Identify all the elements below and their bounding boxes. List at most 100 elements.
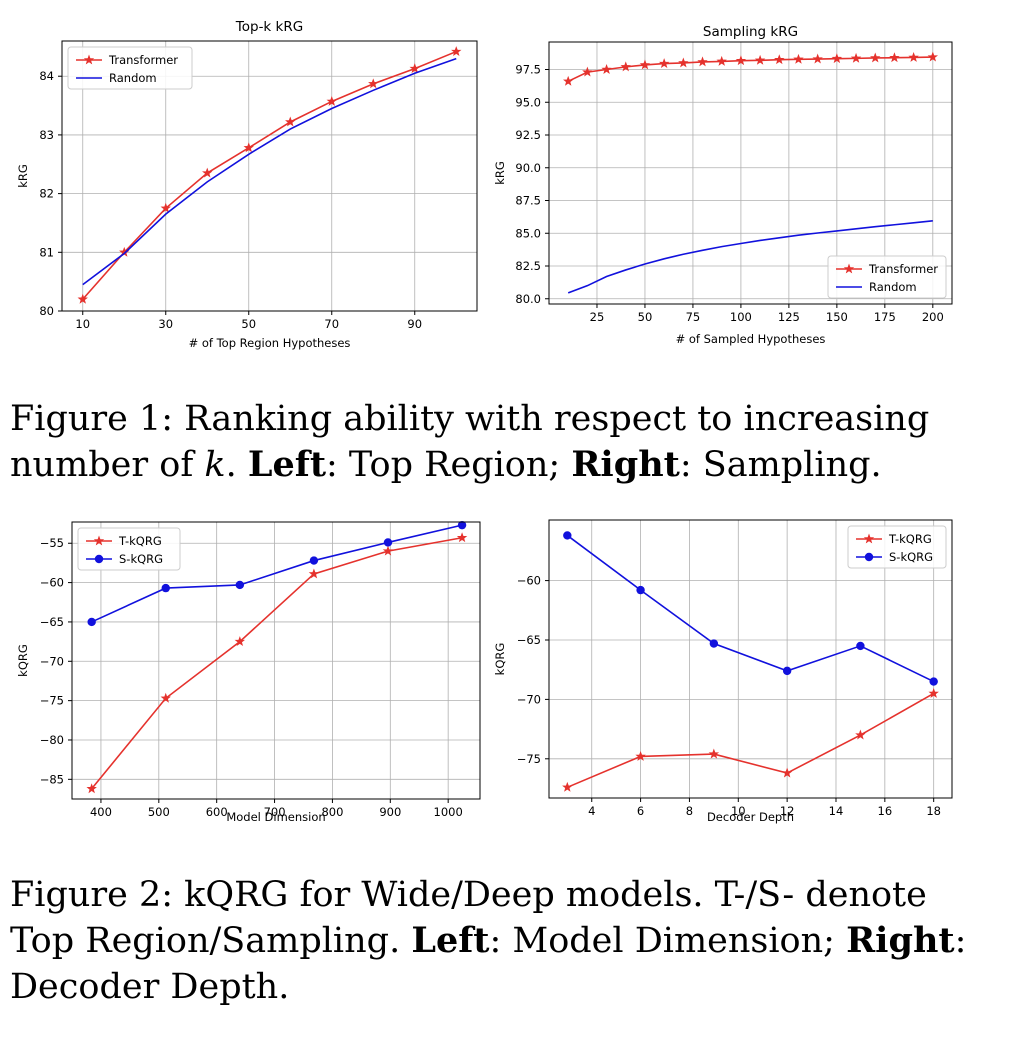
sampling-krg-svg: 25 50 75 100 125 150 175 200 80.0 82.5 85.0 87.5 90.… [493, 24, 953, 346]
data-point [889, 52, 900, 63]
plot-frame [61, 40, 478, 312]
data-point [243, 142, 254, 153]
y-tick-label: −60 [517, 574, 541, 588]
legend-label: T-kQRG [888, 532, 932, 546]
data-point [563, 531, 572, 540]
x-axis-label: # of Top Region Hypotheses [189, 336, 351, 350]
data-point [160, 692, 171, 703]
legend-swatch-marker [863, 533, 875, 544]
fig2-caption-right-label: Right [846, 920, 955, 961]
x-tick-label: 10 [75, 317, 90, 331]
fig1-caption-dot: . [225, 445, 248, 485]
data-point [812, 53, 823, 64]
figure-2-caption: Figure 2: kQRG for Wide/Deep models. T-/… [10, 872, 1000, 1010]
y-tick-label: 85.0 [515, 226, 541, 240]
legend-label: T-kQRG [118, 534, 162, 548]
series-0 [86, 532, 468, 794]
data-point [234, 636, 246, 647]
data-point [326, 95, 337, 106]
decoder-depth-svg: 4 6 8 10 12 14 16 18 −75 −70 −65 −60 Decoder Depth kQ… [493, 519, 953, 824]
x-tick-label: 600 [206, 805, 228, 819]
y-tick-label: 87.5 [515, 194, 541, 208]
y-tick-label: −60 [40, 576, 64, 590]
fig2-caption-left-label: Left [411, 920, 490, 961]
data-point [929, 677, 938, 686]
data-point [774, 54, 785, 65]
legend-swatch-marker [864, 552, 874, 562]
plot-frame [71, 521, 481, 800]
chart-topk-krg: 10 30 50 70 90 80 81 82 83 84 Top-k kRG # of Top Re… [0, 0, 500, 360]
data-point [639, 59, 651, 70]
series-0 [562, 687, 939, 792]
y-tick-label: 95.0 [515, 95, 541, 109]
x-tick-label: 50 [638, 310, 653, 324]
data-point [855, 729, 866, 740]
series-0 [77, 46, 462, 304]
y-tick-label: 84 [39, 69, 54, 83]
x-axis-label: # of Sampled Hypotheses [676, 332, 826, 346]
data-point [678, 57, 689, 68]
data-point [716, 55, 727, 66]
y-tick-label: −75 [517, 752, 541, 766]
data-point [582, 66, 593, 77]
y-axis-label: kQRG [16, 644, 30, 677]
data-point [635, 750, 646, 761]
chart-model-dimension: 400 500 600 700 800 900 1000 −85 −80 −75 −70 −65 −60… [0, 510, 500, 840]
data-point [709, 639, 719, 648]
data-point [927, 51, 939, 62]
x-tick-label: 175 [874, 310, 896, 324]
fig1-caption-prefix: Figure 1: Ranking ability with respect t… [10, 399, 930, 485]
x-axis-label: Decoder Depth [707, 810, 794, 824]
x-tick-label: 900 [379, 805, 401, 819]
y-tick-label: 82 [39, 187, 54, 201]
y-axis-label: kRG [493, 161, 507, 185]
chart-title: Top-k kRG [235, 19, 303, 35]
y-tick-label: 90.0 [515, 161, 541, 175]
data-point [708, 748, 720, 759]
x-tick-label: 12 [780, 804, 795, 818]
data-point [856, 641, 865, 651]
data-point [368, 78, 379, 89]
legend-swatch-marker [843, 263, 855, 274]
data-point [451, 46, 462, 56]
data-point [161, 583, 170, 593]
data-point [562, 781, 573, 792]
fig2-caption-left-text: : Model Dimension; [489, 921, 847, 961]
y-tick-label: −65 [40, 615, 64, 629]
model-dimension-svg: 400 500 600 700 800 900 1000 −85 −80 −75 −70 −65 −60… [16, 520, 481, 824]
legend-swatch-marker [83, 54, 95, 65]
fig2-caption-prefix: Figure 2: kQRG for Wide/Deep models. T-/… [10, 875, 927, 961]
series-line [82, 57, 457, 286]
series-line [82, 50, 457, 300]
data-point [658, 58, 670, 69]
x-tick-label: 8 [686, 804, 693, 818]
x-tick-label: 200 [922, 310, 944, 324]
data-point [793, 53, 804, 64]
y-tick-label: −80 [40, 733, 64, 747]
data-point [285, 116, 296, 127]
y-tick-label: −85 [40, 772, 64, 786]
data-point [383, 538, 393, 547]
data-point [697, 56, 708, 67]
x-tick-label: 500 [148, 805, 170, 819]
x-tick-label: 18 [926, 804, 941, 818]
series-line [91, 524, 463, 623]
data-point [409, 63, 420, 74]
x-tick-label: 1000 [434, 805, 463, 819]
data-point [636, 585, 645, 595]
y-tick-label: −70 [40, 654, 64, 668]
chart-decoder-depth: 4 6 8 10 12 14 16 18 −75 −70 −65 −60 Decoder Depth kQ… [490, 510, 1010, 840]
x-tick-label: 700 [264, 805, 286, 819]
legend: Transformer Random [827, 255, 947, 299]
data-point [782, 666, 792, 676]
y-tick-label: −55 [40, 536, 64, 550]
chart-title: Sampling kRG [703, 24, 798, 40]
data-point [309, 556, 319, 565]
y-axis-label: kRG [16, 164, 30, 188]
data-point [160, 202, 171, 213]
legend-label: S-kQRG [119, 552, 163, 566]
plot-frame [548, 41, 953, 305]
y-tick-label: −70 [517, 692, 541, 706]
y-tick-label: 97.5 [515, 63, 541, 77]
y-tick-label: 80 [39, 304, 54, 318]
